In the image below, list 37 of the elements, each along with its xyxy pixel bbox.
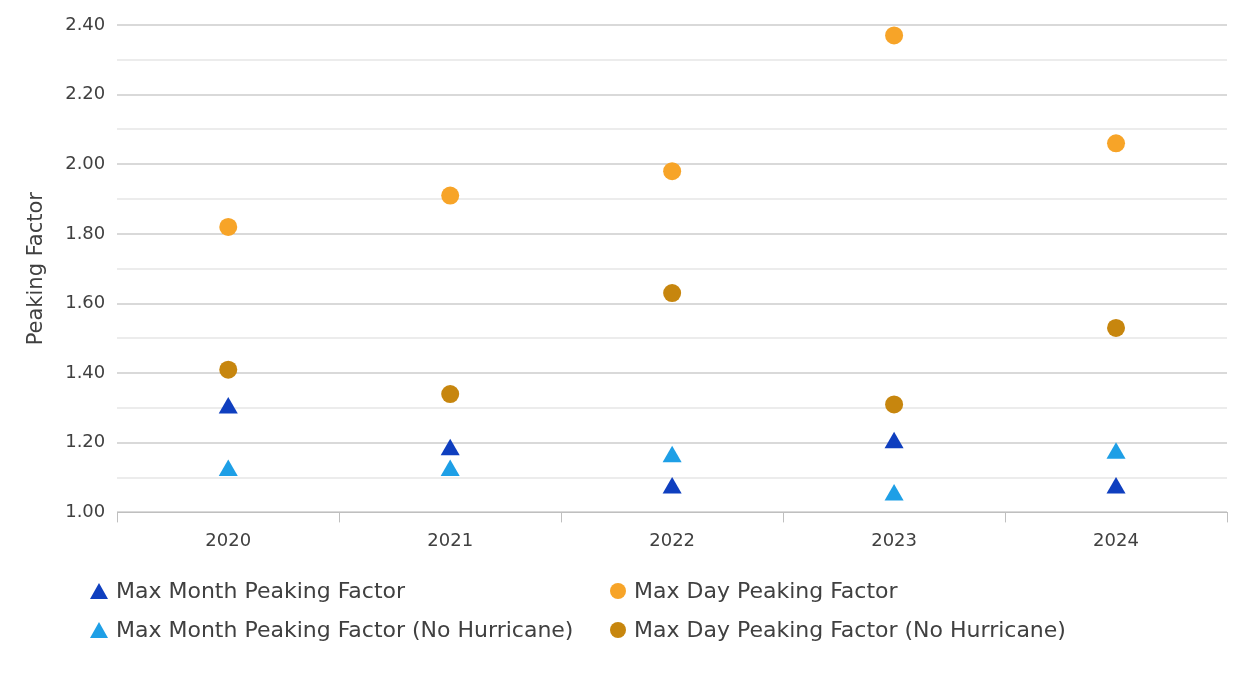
y-tick-label: 1.80: [65, 221, 106, 243]
point: [1106, 477, 1126, 494]
y-tick-label: 1.20: [65, 430, 106, 452]
point: [662, 445, 682, 463]
point: [662, 477, 682, 494]
point: [440, 438, 460, 456]
point: [663, 162, 682, 181]
y-tick-label: 1.60: [65, 291, 106, 313]
point: [885, 26, 904, 45]
y-tick-label: 2.40: [65, 12, 106, 34]
point: [441, 186, 460, 205]
x-tick-label: 2024: [1093, 528, 1139, 550]
x-tick-label: 2023: [871, 528, 917, 550]
point: [885, 395, 904, 414]
point: [218, 396, 238, 414]
point: [219, 360, 238, 379]
legend-label: Max Day Peaking Factor: [634, 578, 898, 603]
x-tick-label: 2021: [427, 528, 474, 550]
point: [1107, 318, 1126, 337]
y-axis-title: Peaking Factor: [23, 191, 48, 346]
legend-label: Max Month Peaking Factor: [116, 578, 406, 603]
y-tick-label: 1.00: [65, 500, 106, 522]
x-tick-label: 2022: [649, 528, 696, 550]
y-tick-label: 2.00: [65, 151, 106, 173]
point: [440, 459, 460, 477]
legend-label: Max Day Peaking Factor (No Hurricane): [634, 617, 1066, 642]
point: [1106, 442, 1126, 459]
point: [219, 217, 238, 236]
point: [1107, 134, 1126, 153]
point: [663, 284, 682, 303]
legend-label: Max Month Peaking Factor (No Hurricane): [116, 617, 574, 642]
y-tick-label: 2.20: [65, 82, 106, 104]
point: [218, 459, 238, 477]
point: [884, 483, 904, 501]
point: [884, 431, 904, 449]
x-tick-label: 2020: [205, 528, 252, 550]
y-tick-label: 1.40: [65, 360, 106, 382]
